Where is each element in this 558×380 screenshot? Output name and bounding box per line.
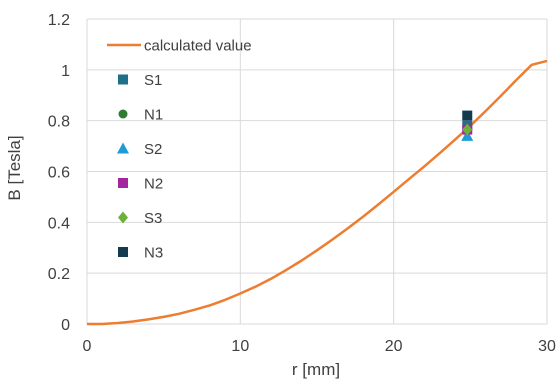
tick-labels: 0 0.2 0.4 0.6 0.8 1 1.2 0 10 20 30 <box>48 12 556 355</box>
legend-marker-s3 <box>118 211 128 224</box>
legend-label: N3 <box>144 245 163 262</box>
y-tick-label: 0.6 <box>48 165 70 182</box>
x-tick-label: 10 <box>231 338 249 355</box>
legend-marker-n2 <box>118 178 128 188</box>
legend-label: N2 <box>144 176 163 193</box>
legend-label: calculated value <box>144 38 252 55</box>
legend: calculated value S1 N1 S2 N2 S3 N3 <box>107 38 252 262</box>
legend-label: N1 <box>144 107 163 124</box>
data-point-n3 <box>462 110 473 121</box>
y-tick-label: 0 <box>61 317 70 334</box>
series-layer <box>87 59 548 326</box>
y-tick-label: 1 <box>61 63 70 80</box>
y-tick-label: 0.8 <box>48 114 70 131</box>
x-tick-label: 0 <box>83 338 92 355</box>
x-tick-label: 30 <box>538 338 556 355</box>
data-point-s3 <box>462 123 473 136</box>
legend-label: S2 <box>144 141 162 158</box>
legend-marker-n1 <box>118 109 128 119</box>
legend-marker-n3 <box>118 247 128 257</box>
legend-marker-s1 <box>118 74 128 85</box>
grid <box>86 18 548 325</box>
x-tick-label: 20 <box>385 338 403 355</box>
legend-label: S3 <box>144 210 162 227</box>
y-axis-label: B [Tesla] <box>5 135 24 200</box>
legend-marker-s2 <box>117 142 129 154</box>
y-tick-label: 0.4 <box>48 215 70 232</box>
y-tick-label: 1.2 <box>48 12 70 29</box>
y-tick-label: 0.2 <box>48 266 70 283</box>
legend-label: S1 <box>144 72 162 89</box>
x-axis-label: r [mm] <box>292 360 340 379</box>
